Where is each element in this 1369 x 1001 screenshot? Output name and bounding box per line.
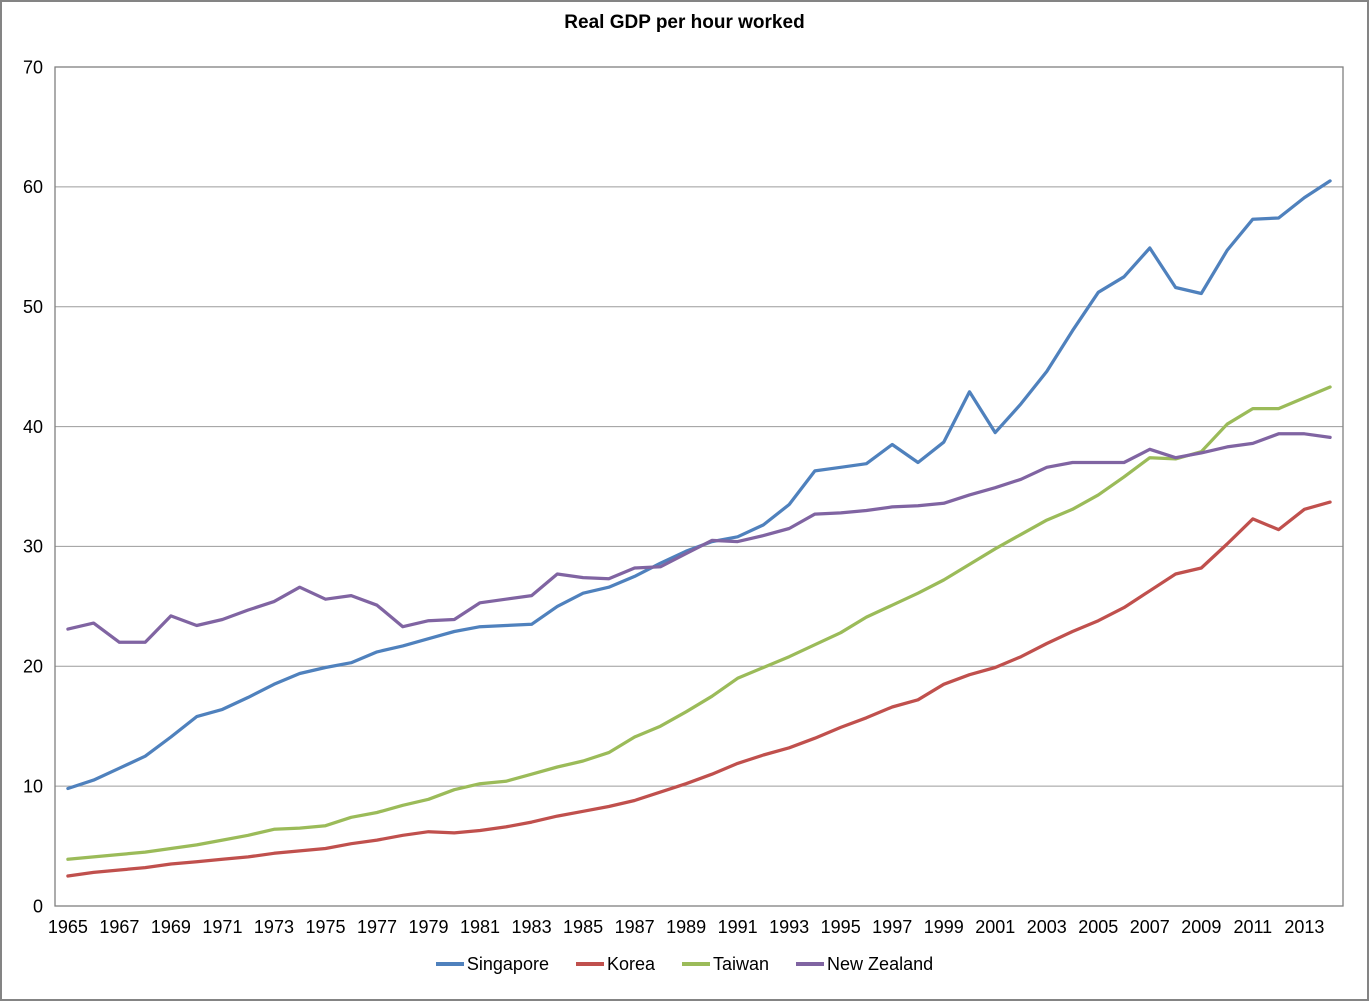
plot-border xyxy=(54,66,1344,907)
series-line-new-zealand[interactable] xyxy=(66,432,1332,644)
chart-title: Real GDP per hour worked xyxy=(564,12,805,33)
legend-item-label: Singapore xyxy=(466,954,549,974)
x-axis-label: 2003 xyxy=(1027,917,1067,937)
x-axis-label: 1977 xyxy=(357,917,397,937)
legend-item-korea[interactable]: Korea xyxy=(575,954,656,974)
legend-line-marker-icon xyxy=(575,962,604,966)
y-axis-label: 70 xyxy=(23,57,43,77)
legend: Singapore Korea Taiwan New Zealand xyxy=(2,955,1367,973)
legend-line-marker-icon xyxy=(435,962,464,966)
y-axis-label: 30 xyxy=(23,537,43,557)
legend-item-taiwan[interactable]: Taiwan xyxy=(682,955,769,973)
x-axis-label: 1983 xyxy=(512,917,552,937)
y-axis-label: 60 xyxy=(23,177,43,197)
x-axis-label: 1969 xyxy=(151,917,191,937)
x-axis-label: 1985 xyxy=(563,917,603,937)
series-line-korea[interactable] xyxy=(66,500,1332,878)
legend-item-new-zealand[interactable]: New Zealand xyxy=(796,955,933,973)
y-axis-label: 20 xyxy=(23,657,43,677)
legend-item-label: New Zealand xyxy=(827,954,934,974)
x-axis-label: 1971 xyxy=(202,917,242,937)
x-axis-label: 1979 xyxy=(408,917,448,937)
y-axis-label: 40 xyxy=(23,417,43,437)
x-axis-label: 2011 xyxy=(1233,917,1272,937)
x-axis-label: 1975 xyxy=(305,917,345,937)
y-axis-label: 50 xyxy=(23,297,43,317)
series-line-singapore[interactable] xyxy=(66,179,1332,791)
series-line-taiwan[interactable] xyxy=(66,385,1332,861)
x-axis-label: 1987 xyxy=(615,917,655,937)
x-axis-label: 1993 xyxy=(769,917,809,937)
x-axis-label: 1995 xyxy=(821,917,861,937)
x-axis-label: 2007 xyxy=(1130,917,1170,937)
x-axis-label: 1973 xyxy=(254,917,294,937)
x-axis-label: 1981 xyxy=(460,917,500,937)
x-axis-label: 1965 xyxy=(48,917,88,937)
x-axis-label: 1991 xyxy=(718,917,758,937)
legend-item-singapore[interactable]: Singapore xyxy=(435,954,549,974)
x-axis-label: 1989 xyxy=(666,917,706,937)
legend-line-marker-icon xyxy=(796,962,825,966)
x-axis-label: 2009 xyxy=(1181,917,1221,937)
x-axis-label: 2005 xyxy=(1078,917,1118,937)
y-axis-label: 0 xyxy=(33,896,43,916)
x-axis-label: 1967 xyxy=(99,917,139,937)
legend-line-marker-icon xyxy=(682,962,711,966)
legend-item-label: Korea xyxy=(606,954,656,974)
x-axis-label: 1999 xyxy=(924,917,964,937)
legend-item-label: Taiwan xyxy=(713,954,770,974)
x-axis-label: 2013 xyxy=(1284,917,1324,937)
x-axis-label: 1997 xyxy=(872,917,912,937)
y-axis-label: 10 xyxy=(23,776,43,796)
x-axis-label: 2001 xyxy=(975,917,1015,937)
